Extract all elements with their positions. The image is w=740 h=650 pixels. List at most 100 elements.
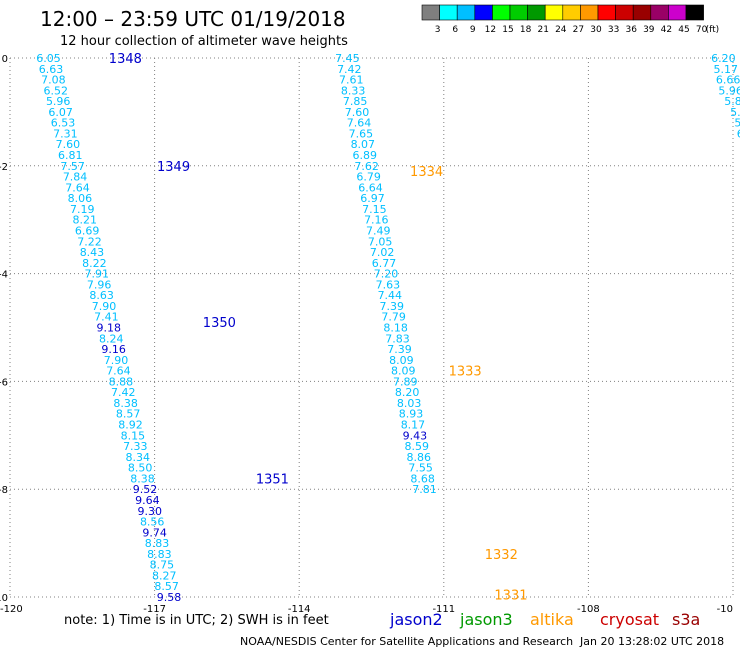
wave-height-label: 6.69 [75,224,100,237]
wave-height-label: 8.93 [399,408,424,421]
wave-height-label: 7.33 [123,440,148,453]
wave-height-points: 6.056.637.086.525.966.076.537.317.606.81… [36,52,740,604]
color-scale-bar: 3 6 9 12 15 18 21 24 27 30 33 36 39 42 45 70(ft) [421,4,719,35]
wave-height-label: 8.06 [68,192,93,205]
wave-height-label: 8.17 [401,419,426,432]
wave-height-label: 7.39 [387,343,412,356]
wave-height-label: 7.57 [60,160,85,173]
color-scale-label: 45 [678,25,689,35]
wave-height-label: 5. [730,106,740,119]
wave-height-label: 7.31 [53,127,78,140]
wave-height-label: 8.83 [145,537,170,550]
y-tick-label: -6 [0,377,8,388]
footer: NOAA/NESDIS Center for Satellite Applica… [240,635,724,648]
color-swatch [685,4,704,21]
wave-height-label: 8.88 [109,375,134,388]
y-tick-label: -4 [0,270,8,281]
wave-height-label: 6.20 [711,52,736,65]
wave-height-label: 8.07 [351,138,376,151]
pass-number-label: 1333 [449,365,482,380]
color-swatch [544,4,564,21]
y-tick-label: -10 [0,593,8,604]
wave-height-label: 8.20 [395,386,420,399]
wave-height-label: 8.63 [89,289,114,302]
wave-height-label: 7.83 [385,332,410,345]
wave-height-label: 7.42 [337,63,362,76]
x-tick-label: -120 [0,604,23,615]
plot-grid [9,57,734,598]
wave-height-label: 5 [734,117,740,130]
wave-height-label: 7.19 [70,203,95,216]
y-tick-label: 0 [2,54,8,65]
wave-height-label: 8.56 [140,516,165,529]
color-scale-label: 30 [590,25,602,35]
color-swatch [421,4,440,21]
color-swatch [580,4,599,21]
x-tick-label: -114 [288,604,311,615]
wave-height-label: 8.50 [128,462,153,475]
wave-height-label: 7.60 [345,106,370,119]
wave-height-label: 7.79 [381,311,406,324]
wave-height-label: 8.86 [406,451,431,464]
color-scale-label: 18 [520,25,532,35]
wave-height-label: 6.53 [51,117,76,130]
wave-height-label: 7.41 [94,311,119,324]
wave-height-label: 7.42 [111,386,136,399]
wave-height-label: 6.05 [36,52,61,65]
wave-height-label: 7.02 [370,246,395,259]
wave-height-label: 8.75 [150,559,175,572]
x-tick-label: -111 [432,604,455,615]
wave-height-label: 7.89 [393,375,418,388]
pass-number-label: 1350 [203,316,236,331]
wave-height-label: 8.27 [152,569,177,582]
color-swatch [650,4,669,21]
wave-height-label: 6.79 [356,171,381,184]
y-tick-label: -8 [0,485,8,496]
wave-height-label: 7.61 [339,74,364,87]
wave-height-label: 7.05 [368,235,393,248]
legend-jason2: jason2 [389,610,443,629]
wave-height-label: 8.09 [389,354,414,367]
wave-height-label: 8.92 [118,419,143,432]
wave-height-label: 8.18 [383,322,408,335]
legend-area: note: 1) Time is in UTC; 2) SWH is in fe… [64,610,700,629]
wave-height-label: 8.21 [72,214,97,227]
color-swatch [668,4,687,21]
title-area: 12:00 – 23:59 UTC 01/19/2018 12 hour col… [40,7,348,49]
color-scale-label: 42 [661,25,672,35]
wave-height-label: 7.91 [85,268,110,281]
wave-height-label: 6.81 [58,149,83,162]
wave-height-label: 8.57 [116,408,141,421]
wave-height-label: 7.22 [77,235,102,248]
wave-height-label: 7.08 [41,74,66,87]
color-swatch [527,4,546,21]
pass-number-label: 1349 [157,160,190,175]
wave-height-label: 5.96 [718,84,740,97]
wave-height-label: 7.90 [104,354,129,367]
color-scale-label: 24 [555,25,567,35]
wave-height-label: 8.24 [99,332,124,345]
wave-height-label: 9.18 [97,322,122,335]
wave-height-label: 6.52 [44,84,69,97]
wave-height-label: 9.43 [403,429,428,442]
wave-height-label: 6.64 [358,181,383,194]
wave-height-label: 7.60 [56,138,81,151]
wave-height-label: 6.07 [48,106,73,119]
wave-height-label: 7.55 [408,462,433,475]
page-title: 12:00 – 23:59 UTC 01/19/2018 [40,7,346,31]
color-scale-label: 9 [470,25,476,35]
pass-number-label: 1351 [256,472,289,487]
wave-height-label: 8.09 [391,365,416,378]
pass-number-label: 1348 [109,52,142,67]
legend-cryosat: cryosat [600,610,659,629]
x-tick-label: -10 [717,604,733,615]
wave-height-label: 5.8 [724,95,740,108]
wave-height-label: 6.97 [360,192,385,205]
units-note: note: 1) Time is in UTC; 2) SWH is in fe… [64,613,329,628]
color-scale-label: 70 [696,25,708,35]
wave-height-label: 8.38 [113,397,138,410]
wave-height-label: 9.58 [157,591,182,604]
wave-height-label: 5.17 [714,63,739,76]
legend-jason3: jason3 [459,610,513,629]
